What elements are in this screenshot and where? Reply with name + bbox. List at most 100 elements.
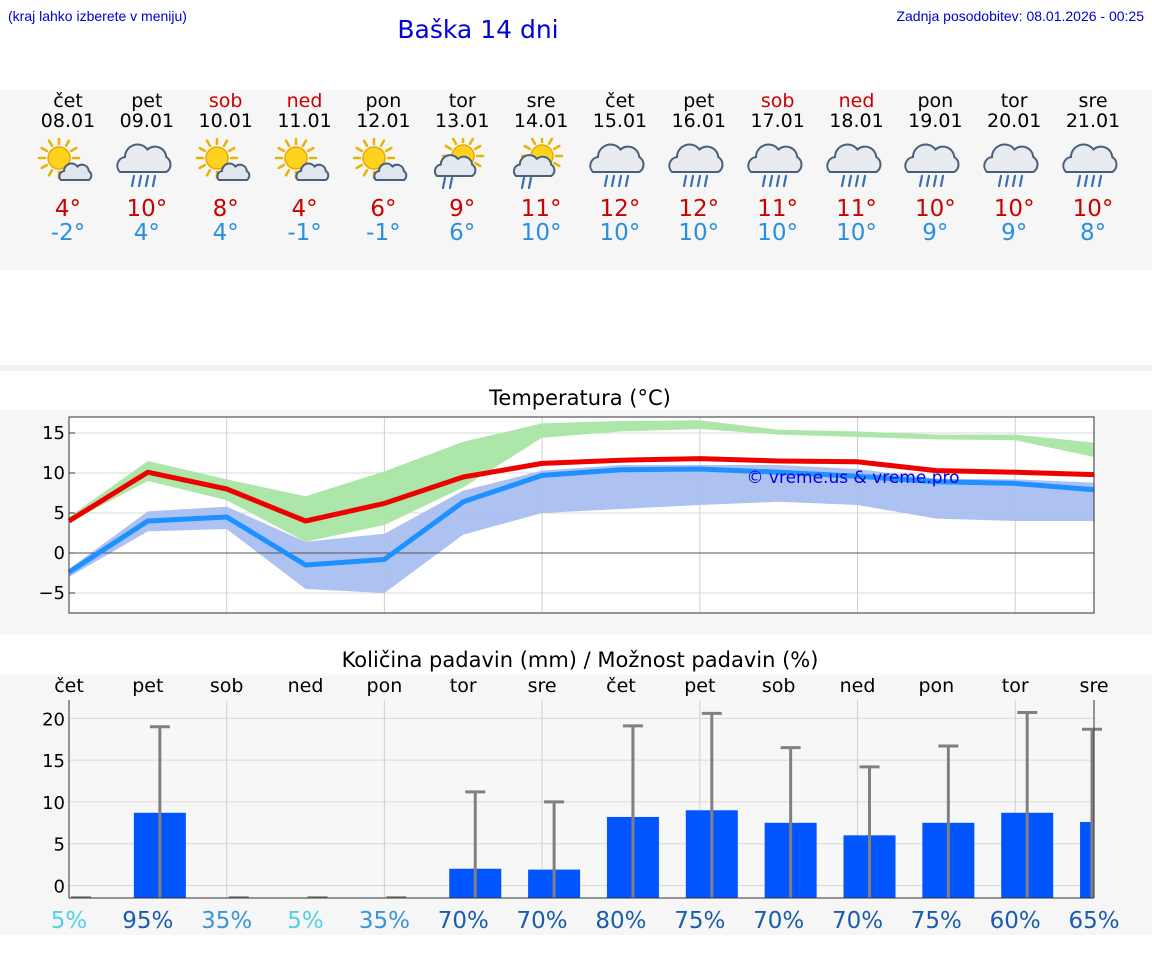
y-tick-label: 15 [42, 751, 65, 772]
sun-cloud-icon [353, 138, 408, 181]
precipitation-probability: 5% [287, 908, 324, 934]
min-temperature: -1° [287, 220, 322, 246]
day-name: sre [526, 90, 556, 112]
max-temperature: 12° [678, 196, 720, 222]
day-date: 14.01 [513, 110, 569, 132]
max-temperature: 8° [212, 196, 239, 222]
day-date: 11.01 [277, 110, 332, 132]
max-temperature-line [67, 456, 1095, 524]
last-update: Zadnja posodobitev: 08.01.2026 - 00:25 [896, 8, 1144, 24]
y-tick-label: 0 [54, 543, 65, 564]
day-label: čet [54, 675, 84, 697]
day-name: pet [131, 90, 163, 112]
day-date: 20.01 [986, 110, 1042, 132]
day-column: ned 11.01 4° -1° [265, 90, 345, 246]
min-temperature: 9° [1001, 220, 1028, 246]
precipitation-probability: 35% [359, 908, 410, 934]
temperature-chart: 15 10 5 0 −5 © vreme.us & vreme.pro [38, 416, 1095, 614]
daily-forecast-panel: čet 08.01 4° -2° pet 09.01 10° 4° sob 10.01 8° 4° ne… [0, 90, 1152, 270]
precipitation-chart-title: Količina padavin (mm) / Možnost padavin … [341, 648, 819, 672]
day-name: pon [917, 90, 954, 112]
temperature-chart-title: Temperatura (°C) [489, 386, 671, 410]
max-temperature: 10° [1072, 196, 1114, 222]
max-temperature: 11° [520, 196, 562, 222]
day-column: pet 09.01 10° 4° [107, 90, 187, 246]
min-temperature: 10° [836, 220, 877, 246]
day-label: sob [210, 675, 244, 697]
day-column: sre 21.01 10° 8° [1053, 90, 1133, 246]
day-name: tor [1000, 90, 1028, 112]
day-column: čet 08.01 4° -2° [28, 90, 108, 246]
min-temperature: -1° [366, 220, 401, 246]
day-column: pon 12.01 6° -1° [343, 90, 423, 246]
sun-cloud-icon [274, 138, 329, 181]
day-name: pet [683, 90, 715, 112]
y-tick-label: 0 [54, 876, 65, 897]
day-label: pon [367, 675, 403, 697]
precipitation-probability: 60% [990, 908, 1041, 934]
day-name: sre [1078, 90, 1108, 112]
max-temperature: 6° [370, 196, 397, 222]
rain-cloud-icon [983, 143, 1039, 188]
precipitation-probability: 70% [438, 908, 489, 934]
watermark: © vreme.us & vreme.pro [746, 468, 959, 488]
precipitation-probability: 70% [517, 908, 568, 934]
min-temperature: 4° [212, 220, 239, 246]
precipitation-probability: 75% [674, 908, 725, 934]
day-label: čet [606, 675, 636, 697]
day-name: čet [53, 90, 83, 112]
rain-cloud-icon [825, 143, 881, 188]
max-temperature: 10° [126, 196, 168, 222]
precipitation-probability: 75% [911, 908, 962, 934]
max-temperature: 11° [757, 196, 799, 222]
min-temperature: 10° [520, 220, 562, 246]
sun-cloud-icon [195, 138, 250, 181]
day-name: sob [208, 90, 243, 112]
day-label: sre [1080, 675, 1109, 697]
day-date: 09.01 [119, 110, 175, 132]
day-label: ned [288, 675, 324, 697]
page-title: Baška 14 dni [397, 15, 559, 44]
y-tick-label: 5 [54, 503, 65, 524]
day-label: ned [840, 675, 876, 697]
day-name: tor [448, 90, 476, 112]
sun-rain-icon [434, 138, 485, 190]
day-column: ned 18.01 11° 10° [817, 90, 897, 246]
y-tick-label: 15 [42, 423, 65, 444]
max-temperature: 12° [599, 196, 641, 222]
precipitation-probability: 5% [51, 908, 88, 934]
day-label: tor [1002, 675, 1029, 697]
max-temperature: 9° [449, 196, 476, 222]
day-column: pet 16.01 12° 10° [659, 90, 739, 246]
max-temperature: 11° [836, 196, 877, 222]
min-temperature: 10° [678, 220, 720, 246]
max-temperature: 10° [914, 196, 956, 222]
day-column: tor 13.01 9° 6° [422, 90, 502, 246]
day-label: pet [684, 675, 715, 697]
location-hint: (kraj lahko izberete v meniju) [8, 8, 187, 24]
rain-cloud-icon [746, 143, 803, 188]
rain-cloud-icon [668, 143, 724, 188]
day-date: 18.01 [829, 110, 884, 132]
sun-rain-icon [513, 138, 564, 190]
day-date: 08.01 [40, 110, 96, 132]
day-date: 21.01 [1065, 110, 1121, 132]
day-label: sre [528, 675, 557, 697]
rain-cloud-icon [1062, 143, 1118, 188]
rain-cloud-icon [589, 143, 645, 188]
day-name: ned [838, 90, 875, 112]
day-label: pet [132, 675, 163, 697]
day-label: pon [918, 675, 954, 697]
day-name: čet [605, 90, 635, 112]
day-name: sob [760, 90, 795, 112]
y-tick-label: 5 [54, 835, 65, 856]
y-tick-label: 10 [42, 463, 65, 484]
day-date: 16.01 [671, 110, 726, 132]
day-date: 19.01 [908, 110, 963, 132]
rain-cloud-icon [904, 143, 960, 188]
min-temperature: 4° [133, 220, 160, 246]
y-tick-label: 10 [42, 793, 65, 814]
max-temperature: 4° [54, 196, 82, 222]
min-temperature: -2° [50, 220, 86, 246]
min-temperature: 10° [599, 220, 641, 246]
